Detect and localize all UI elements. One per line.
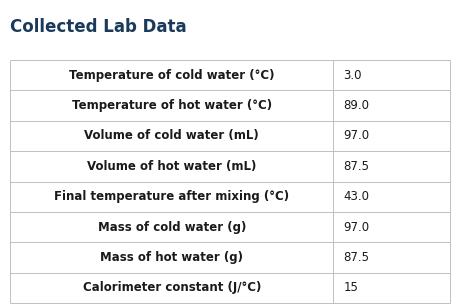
Text: Final temperature after mixing (°C): Final temperature after mixing (°C) (54, 190, 289, 203)
Text: 3.0: 3.0 (344, 69, 362, 82)
Text: Volume of cold water (mL): Volume of cold water (mL) (84, 130, 259, 142)
Text: 87.5: 87.5 (344, 160, 370, 173)
Text: Temperature of cold water (°C): Temperature of cold water (°C) (69, 69, 274, 82)
Text: Mass of hot water (g): Mass of hot water (g) (100, 251, 243, 264)
Text: 15: 15 (344, 281, 358, 294)
Text: 97.0: 97.0 (344, 220, 370, 234)
Text: 97.0: 97.0 (344, 130, 370, 142)
Text: 87.5: 87.5 (344, 251, 370, 264)
Text: Volume of hot water (mL): Volume of hot water (mL) (87, 160, 256, 173)
Text: Calorimeter constant (J/°C): Calorimeter constant (J/°C) (82, 281, 261, 294)
Text: 89.0: 89.0 (344, 99, 370, 112)
Text: 43.0: 43.0 (344, 190, 370, 203)
Text: Mass of cold water (g): Mass of cold water (g) (98, 220, 246, 234)
Text: Collected Lab Data: Collected Lab Data (10, 18, 186, 36)
Text: Temperature of hot water (°C): Temperature of hot water (°C) (71, 99, 272, 112)
